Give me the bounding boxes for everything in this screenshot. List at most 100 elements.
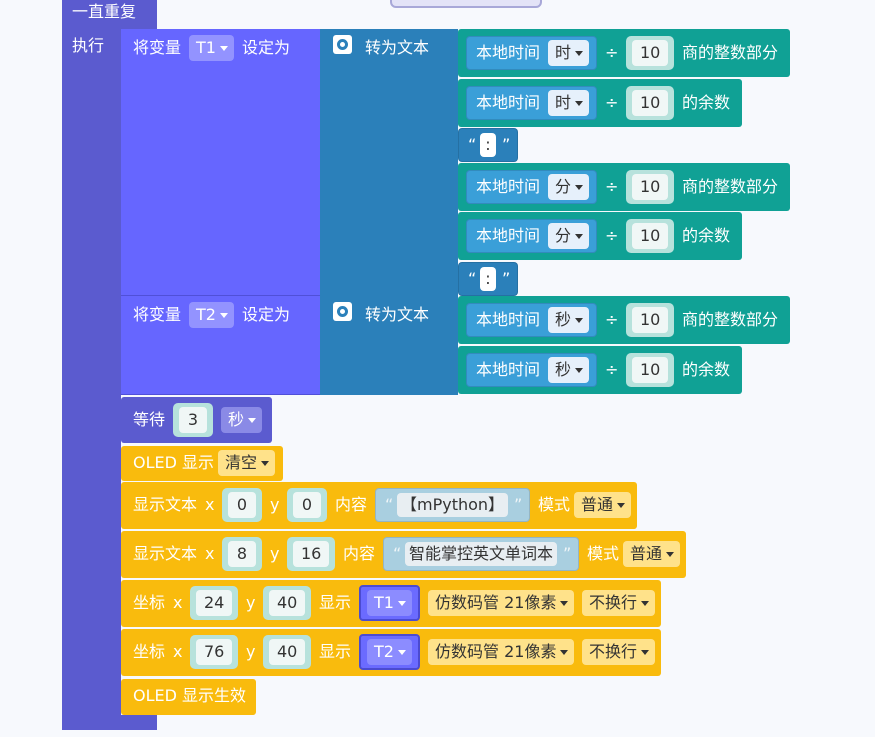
label: y xyxy=(246,642,256,661)
quote: “ xyxy=(385,495,394,514)
string: : xyxy=(480,267,496,291)
dropdown: 仿数码管 21像素 xyxy=(428,639,575,665)
label: 显示 xyxy=(319,642,352,661)
quote: “ xyxy=(393,544,402,563)
label: 的余数 xyxy=(682,360,731,379)
variable-dropdown: T1 xyxy=(189,35,234,61)
label: y xyxy=(270,495,280,514)
loop-footer xyxy=(62,715,157,730)
label: x xyxy=(173,593,183,612)
operator: ÷ xyxy=(605,93,619,112)
variable-dropdown: T2 xyxy=(189,302,234,328)
unit-dropdown: 时 xyxy=(548,90,590,116)
number: 8 xyxy=(228,541,256,567)
number: 3 xyxy=(179,407,207,433)
label: 本地时间 xyxy=(476,360,541,379)
label: 显示文本 xyxy=(133,495,198,514)
label: 本地时间 xyxy=(476,177,541,196)
number: 40 xyxy=(269,639,306,665)
operator: ÷ xyxy=(605,177,619,196)
quote: ” xyxy=(502,135,511,154)
convert-label: 转为文本 xyxy=(365,305,430,324)
operator: ÷ xyxy=(605,310,619,329)
operator: ÷ xyxy=(605,43,619,62)
gear-core xyxy=(337,39,348,50)
label: 显示 xyxy=(319,593,352,612)
label: 内容 xyxy=(335,495,368,514)
dropdown: 普通 xyxy=(623,541,681,567)
label: OLED 显示生效 xyxy=(133,686,247,705)
label: 商的整数部分 xyxy=(682,177,779,196)
label: 显示文本 xyxy=(133,544,198,563)
gear-core xyxy=(337,306,348,317)
operator: ÷ xyxy=(605,226,619,245)
label: 模式 xyxy=(538,495,571,514)
label: 本地时间 xyxy=(476,226,541,245)
number: 0 xyxy=(293,492,321,518)
dropdown: 不换行 xyxy=(582,590,656,616)
number: 10 xyxy=(632,307,669,333)
dropdown: 不换行 xyxy=(582,639,656,665)
unit-dropdown: 秒 xyxy=(221,407,263,433)
set-variable-block xyxy=(121,29,320,296)
quote: ” xyxy=(563,544,572,563)
label: 设定为 xyxy=(242,38,291,57)
number: 10 xyxy=(632,40,669,66)
label: 坐标 xyxy=(133,593,166,612)
scrollbar xyxy=(390,0,542,8)
label: x xyxy=(205,495,215,514)
label: 将变量 xyxy=(133,305,182,324)
quote: ” xyxy=(514,495,523,514)
number: 24 xyxy=(196,590,233,616)
convert-label: 转为文本 xyxy=(365,38,430,57)
label: 本地时间 xyxy=(476,93,541,112)
number: 10 xyxy=(632,90,669,116)
oled-refresh-block xyxy=(121,679,256,715)
label: 模式 xyxy=(587,544,620,563)
label: 的余数 xyxy=(682,93,731,112)
number: 0 xyxy=(228,492,256,518)
label: y xyxy=(246,593,256,612)
label: 本地时间 xyxy=(476,310,541,329)
label: 内容 xyxy=(343,544,376,563)
string: 智能掌控英文单词本 xyxy=(405,542,558,566)
label: x xyxy=(205,544,215,563)
dropdown: 仿数码管 21像素 xyxy=(428,590,575,616)
label: 商的整数部分 xyxy=(682,43,779,62)
number: 40 xyxy=(269,590,306,616)
variable-dropdown: T2 xyxy=(367,639,412,665)
label: OLED 显示 xyxy=(133,453,215,472)
loop-label: 一直重复 xyxy=(72,2,137,21)
unit-dropdown: 秒 xyxy=(548,357,590,383)
number: 10 xyxy=(632,223,669,249)
dropdown: 清空 xyxy=(218,450,276,476)
quote: “ xyxy=(468,269,477,288)
quote: ” xyxy=(502,269,511,288)
unit-dropdown: 时 xyxy=(548,40,590,66)
unit-dropdown: 分 xyxy=(548,174,590,200)
label: 设定为 xyxy=(242,305,291,324)
label: y xyxy=(270,544,280,563)
dropdown: 普通 xyxy=(574,492,632,518)
quote: “ xyxy=(468,135,477,154)
label: 将变量 xyxy=(133,38,182,57)
to-text-block xyxy=(320,29,458,296)
label: x xyxy=(173,642,183,661)
label: 等待 xyxy=(133,410,166,429)
number: 16 xyxy=(293,541,330,567)
label: 商的整数部分 xyxy=(682,310,779,329)
operator: ÷ xyxy=(605,360,619,379)
number: 10 xyxy=(632,174,669,200)
label: 的余数 xyxy=(682,226,731,245)
unit-dropdown: 分 xyxy=(548,223,590,249)
label: 本地时间 xyxy=(476,43,541,62)
number: 10 xyxy=(632,357,669,383)
label: 坐标 xyxy=(133,642,166,661)
number: 76 xyxy=(196,639,233,665)
unit-dropdown: 秒 xyxy=(548,307,590,333)
loop-block xyxy=(62,0,121,730)
loop-header xyxy=(62,0,157,29)
loop-do-label: 执行 xyxy=(72,36,105,55)
variable-dropdown: T1 xyxy=(367,590,412,616)
